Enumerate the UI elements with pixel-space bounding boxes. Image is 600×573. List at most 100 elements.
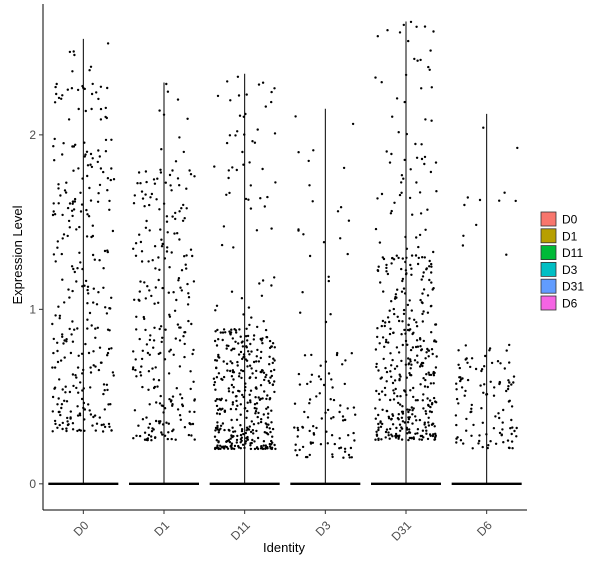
data-point [499,362,502,365]
data-point [412,437,416,441]
data-point [179,326,182,329]
data-point [507,379,510,382]
data-point [260,370,263,374]
data-point [428,410,432,413]
data-point [397,256,400,260]
data-point [389,370,392,373]
data-point [384,430,388,434]
data-point [225,347,228,350]
data-point [430,403,434,406]
data-point [377,437,380,440]
data-point [270,227,273,230]
data-point [434,161,438,164]
data-point [459,439,463,442]
data-point [106,249,109,252]
data-point [255,429,258,433]
data-point [85,235,89,238]
data-point [213,381,217,384]
x-tick-label: D0 [71,518,92,539]
data-point [390,152,393,156]
data-point [432,370,435,374]
data-point [72,50,75,53]
data-point [478,434,481,437]
data-point [255,407,258,410]
data-point [412,395,415,399]
data-point [428,259,431,263]
data-point [391,381,395,385]
data-point [87,292,90,295]
data-point [400,426,403,429]
data-point [228,440,232,444]
data-point [273,380,276,383]
data-point [106,351,110,355]
data-point [249,207,253,210]
data-point [187,433,191,437]
data-point [401,277,405,281]
data-point [51,395,55,399]
data-point [236,130,239,133]
y-tick-label: 0 [29,477,36,491]
data-point [507,446,511,449]
data-point [92,350,95,353]
data-point [377,265,380,268]
data-point [214,330,217,333]
data-point [85,150,89,153]
legend-item-d6: D6 [540,295,578,311]
data-point [308,398,312,401]
data-point [268,355,271,358]
data-point [69,417,72,420]
data-point [384,393,387,397]
data-point [61,237,64,240]
data-point [503,191,506,194]
data-point [107,422,111,426]
data-point [375,365,378,369]
data-point [150,294,153,298]
data-point [174,211,177,215]
data-point [138,434,142,438]
data-point [417,256,420,260]
data-point [240,429,244,433]
data-point [178,414,182,417]
data-point [263,431,266,434]
data-point [423,155,427,159]
data-point [343,447,347,450]
data-point [225,344,229,347]
data-point [108,199,111,203]
data-point [94,336,97,339]
data-point [237,375,241,378]
data-point [102,383,106,386]
data-point [409,367,412,370]
data-point [235,441,238,444]
data-point [353,439,356,442]
data-point [490,361,494,365]
data-point [92,364,95,367]
data-point [239,424,242,427]
data-point [265,423,268,426]
data-point [502,441,505,444]
data-point [350,352,353,355]
data-point [398,193,402,197]
data-point [178,339,182,342]
data-point [109,307,112,310]
data-point [52,351,55,355]
data-point [427,424,431,427]
data-point [89,366,92,369]
data-point [222,328,226,331]
data-point [77,354,80,357]
x-tick-label: D11 [228,518,253,543]
data-point [512,381,515,384]
data-point [133,298,136,301]
data-point [237,446,241,449]
data-point [503,367,506,370]
data-point [399,375,402,378]
data-point [91,157,94,160]
data-point [192,348,195,352]
data-point [297,372,301,376]
data-point [407,416,410,419]
data-point [308,429,311,433]
data-point [161,242,164,246]
data-point [177,277,181,280]
data-point [88,69,91,72]
data-point [245,416,248,419]
data-point [105,116,109,120]
